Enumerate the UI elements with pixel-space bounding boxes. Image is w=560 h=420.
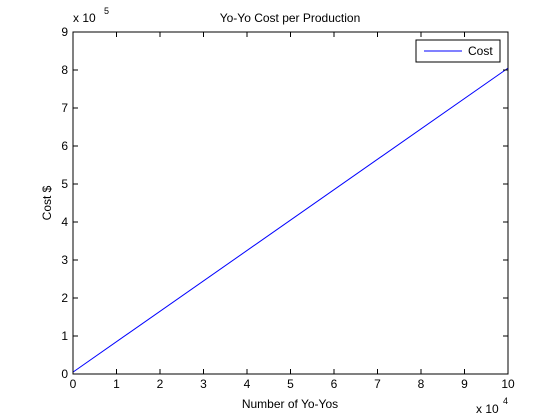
x-axis-label: Number of Yo-Yos	[242, 397, 338, 411]
x-tick-label: 2	[157, 377, 164, 391]
y-multiplier-exponent: 5	[104, 6, 109, 16]
legend-label-cost: Cost	[468, 44, 493, 58]
chart-title: Yo-Yo Cost per Production	[220, 11, 361, 25]
y-tick-label: 1	[61, 329, 68, 343]
series-line-cost	[72, 67, 509, 373]
x-tick-label: 0	[70, 377, 77, 391]
plot-area	[73, 32, 508, 374]
x-tick-label: 8	[418, 377, 425, 391]
y-multiplier-base: x 10	[73, 11, 96, 25]
y-tick-label: 7	[61, 101, 68, 115]
y-tick-label: 2	[61, 291, 68, 305]
y-tick-label: 8	[61, 63, 68, 77]
axis-ticks: 0 1 2 3 4 5 6 7 8 9 10 0 1 2 3 4 5 6 7 8 9	[61, 25, 515, 391]
y-tick-label: 5	[61, 177, 68, 191]
y-tick-label: 6	[61, 139, 68, 153]
plot-content	[72, 67, 509, 373]
x-multiplier-base: x 10	[476, 402, 499, 416]
x-axis-multiplier: x 10 4	[476, 396, 508, 416]
x-tick-label: 5	[287, 377, 294, 391]
y-axis-multiplier: x 10 5	[73, 6, 109, 25]
x-tick-label: 3	[200, 377, 207, 391]
x-tick-label: 7	[374, 377, 381, 391]
x-tick-label: 4	[244, 377, 251, 391]
y-tick-label: 3	[61, 253, 68, 267]
x-tick-label: 1	[113, 377, 120, 391]
x-multiplier-exponent: 4	[503, 396, 508, 406]
y-tick-label: 4	[61, 215, 68, 229]
legend: Cost	[415, 39, 501, 63]
y-tick-label: 9	[61, 25, 68, 39]
x-tick-label: 10	[501, 377, 515, 391]
x-tick-label: 6	[331, 377, 338, 391]
y-tick-label: 0	[61, 367, 68, 381]
x-tick-label: 9	[461, 377, 468, 391]
y-axis-label: Cost $	[40, 185, 54, 220]
